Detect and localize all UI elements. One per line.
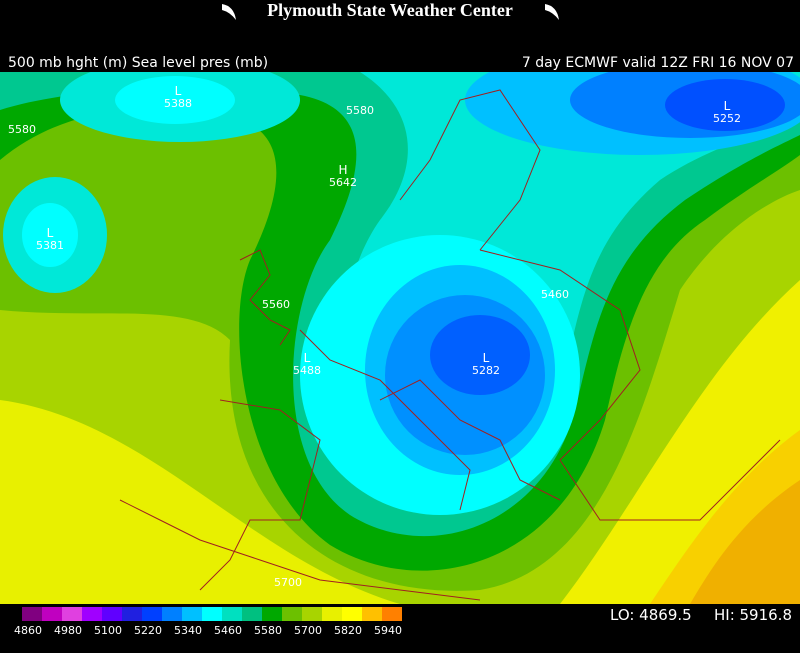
colorbar-label: 5820 <box>334 624 362 637</box>
colorbar-swatch <box>342 607 362 621</box>
logo-right <box>545 4 559 20</box>
subtitle-left: 500 mb hght (m) Sea level pres (mb) <box>8 55 268 71</box>
colorbar-swatch <box>22 607 42 621</box>
colorbar-label: 5100 <box>94 624 122 637</box>
colorbar-swatch <box>382 607 402 621</box>
contour-label: 5580 <box>8 123 36 136</box>
center-value: 5488 <box>293 364 321 377</box>
colorbar-label: 5580 <box>254 624 282 637</box>
center-letter: L <box>724 99 731 113</box>
colorbar-swatch <box>242 607 262 621</box>
colorbar-swatch <box>102 607 122 621</box>
high-stat: HI: 5916.8 <box>714 606 792 624</box>
colorbar-swatch <box>122 607 142 621</box>
center-letter: L <box>47 226 54 240</box>
center-letter: H <box>338 163 347 177</box>
center-letter: L <box>483 351 490 365</box>
colorbar-swatch <box>202 607 222 621</box>
center-value: 5381 <box>36 239 64 252</box>
contour-label: 5560 <box>262 298 290 311</box>
center-value: 5388 <box>164 97 192 110</box>
colorbar-swatch <box>282 607 302 621</box>
colorbar-label: 5340 <box>174 624 202 637</box>
colorbar: 4860 4980 5100 5220 5340 5460 5580 5700 5820 5940 <box>14 607 402 637</box>
contour-label: 5700 <box>274 576 302 589</box>
colorbar-swatch <box>302 607 322 621</box>
colorbar-swatch <box>322 607 342 621</box>
colorbar-swatch <box>42 607 62 621</box>
subtitle-right: 7 day ECMWF valid 12Z FRI 16 NOV 07 <box>522 55 794 71</box>
colorbar-label: 5460 <box>214 624 242 637</box>
colorbar-label: 5700 <box>294 624 322 637</box>
colorbar-swatch <box>182 607 202 621</box>
colorbar-label: 5940 <box>374 624 402 637</box>
center-letter: L <box>304 351 311 365</box>
colorbar-swatch <box>222 607 242 621</box>
colorbar-label: 4860 <box>14 624 42 637</box>
center-value: 5642 <box>329 176 357 189</box>
center-letter: L <box>175 84 182 98</box>
contour-label: 5460 <box>541 288 569 301</box>
center-value: 5252 <box>713 112 741 125</box>
low-stat: LO: 4869.5 <box>610 606 692 624</box>
colorbar-label: 5220 <box>134 624 162 637</box>
logo-left <box>222 4 236 20</box>
contour-label: 5580 <box>346 104 374 117</box>
colorbar-label: 4980 <box>54 624 82 637</box>
colorbar-swatch <box>82 607 102 621</box>
colorbar-swatch <box>262 607 282 621</box>
colorbar-swatch <box>162 607 182 621</box>
colorbar-swatch <box>142 607 162 621</box>
map <box>0 72 800 604</box>
title: Plymouth State Weather Center <box>267 0 513 20</box>
colorbar-swatch <box>362 607 382 621</box>
center-value: 5282 <box>472 364 500 377</box>
colorbar-swatch <box>62 607 82 621</box>
